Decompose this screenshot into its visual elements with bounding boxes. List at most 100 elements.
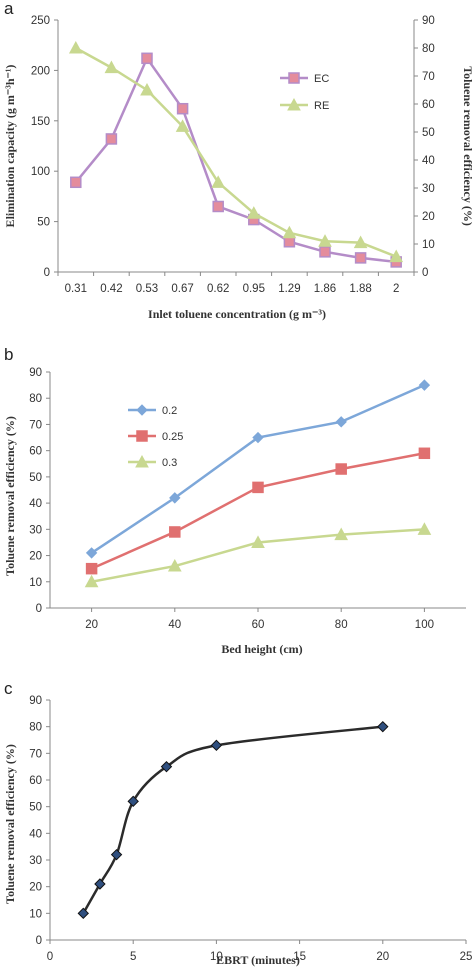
x-tick-label-b: 100: [415, 619, 434, 631]
x-tick-label-a: 2: [393, 283, 399, 295]
legend-marker-ec: [288, 72, 300, 84]
x-tick-label-c: 10: [210, 951, 223, 963]
data-point-ec: [141, 52, 153, 65]
data-point-ebrt: [94, 878, 106, 890]
series-line-0-25: [91, 452, 425, 570]
y2-tick-label-a: 70: [422, 71, 435, 83]
data-point-re: [175, 119, 190, 132]
data-point-re: [318, 234, 332, 247]
plot-area-c: 0 10 20 30 40 50 60 70 80 90 0 5 10 15 20 25: [29, 695, 472, 963]
y-tick-label-c: 0: [36, 935, 42, 947]
data-point-re: [389, 249, 404, 263]
data-point-ebrt: [210, 739, 223, 752]
y2-axis-title-a: Toluene removal efficiency (%): [461, 66, 474, 226]
data-point-0-25: [169, 526, 181, 538]
y-tick-label-a: 150: [31, 116, 50, 128]
y-tick-label-c: 30: [29, 855, 42, 867]
x-tick-label-c: 20: [376, 951, 389, 963]
y-tick-label-c: 20: [29, 882, 42, 894]
chart-marks-a: EC RE: [68, 40, 404, 268]
chart-marks-b: 0.2 0.25 0.3: [84, 379, 432, 588]
y-tick-label-b: 20: [29, 551, 42, 563]
x-tick-label-a: 0.53: [136, 283, 158, 295]
data-point-0-2: [252, 431, 264, 444]
x-tick-label-b: 80: [335, 619, 348, 631]
y2-tick-label-a: 20: [422, 211, 435, 223]
y-tick-label-b: 80: [29, 393, 42, 405]
y2-tick-label-a: 40: [422, 155, 435, 167]
chart-panel-b: b 0 10 20 30 40 50 60 70 80 90 20 40 60 80 100 0.2 0.25…: [3, 345, 466, 656]
y-tick-label-c: 50: [29, 802, 42, 814]
data-point-0-25: [252, 481, 264, 494]
y-tick-label-b: 90: [29, 367, 42, 379]
data-point-ec: [105, 133, 118, 145]
y-tick-label-c: 10: [29, 908, 42, 920]
data-point-0-3: [417, 522, 432, 535]
data-point-0-25: [85, 562, 98, 575]
data-point-0-25: [335, 463, 347, 475]
plot-area-b: 0 10 20 30 40 50 60 70 80 90 20 40 60 80 100: [29, 367, 466, 631]
legend-label-0-25: 0.25: [162, 431, 183, 443]
x-axis-title-b: Bed height (cm): [221, 642, 302, 656]
data-point-ec: [212, 200, 224, 213]
data-point-0-3: [167, 559, 182, 572]
y2-tick-label-a: 90: [422, 15, 435, 27]
y-tick-label-b: 50: [29, 472, 42, 484]
data-point-ec: [319, 246, 331, 258]
legend-label-re: RE: [314, 100, 329, 112]
data-point-0-2: [85, 547, 98, 559]
x-tick-label-a: 1.86: [314, 283, 336, 295]
x-tick-label-a: 1.29: [278, 283, 300, 295]
y2-tick-label-a: 30: [422, 183, 435, 195]
x-tick-label-b: 20: [85, 619, 98, 631]
y-tick-label-b: 10: [29, 577, 42, 589]
data-point-re: [68, 40, 83, 54]
legend-label-0-3: 0.3: [162, 457, 177, 469]
x-tick-label-c: 15: [293, 951, 306, 963]
x-tick-label-a: 0.95: [243, 283, 265, 295]
legend-label-ec: EC: [314, 73, 329, 85]
data-point-ebrt: [77, 907, 89, 920]
panel-label-c: c: [4, 679, 13, 698]
y-tick-label-c: 40: [29, 828, 42, 840]
data-point-ebrt: [127, 795, 139, 808]
x-tick-label-a: 0.62: [207, 283, 229, 295]
data-point-ec: [176, 102, 189, 115]
x-tick-label-a: 0.31: [65, 283, 87, 295]
data-point-re: [140, 82, 154, 96]
y-tick-label-a: 250: [31, 15, 50, 27]
data-point-re: [246, 206, 261, 219]
y2-tick-label-a: 50: [422, 127, 435, 139]
data-point-re: [104, 60, 119, 74]
y-tick-label-a: 0: [44, 267, 50, 279]
y-tick-label-a: 50: [37, 217, 50, 229]
data-point-0-3: [251, 535, 265, 548]
x-tick-label-b: 40: [168, 619, 181, 631]
legend-marker-0-3: [135, 454, 149, 468]
data-point-ebrt: [110, 848, 123, 861]
y-tick-label-a: 200: [31, 65, 50, 77]
legend-marker-0-25: [136, 430, 148, 442]
data-point-ec: [70, 176, 82, 189]
panel-label-b: b: [4, 345, 13, 364]
legend-label-0-2: 0.2: [162, 405, 177, 417]
x-tick-label-a: 0.67: [171, 283, 193, 295]
data-point-0-2: [418, 379, 431, 391]
data-point-re: [211, 175, 226, 188]
data-point-re: [353, 235, 368, 249]
y-tick-label-b: 40: [29, 498, 42, 510]
series-line-ebrt: [82, 725, 383, 914]
x-tick-label-c: 25: [460, 951, 473, 963]
data-point-ec: [354, 252, 367, 264]
y2-tick-label-a: 10: [422, 239, 435, 251]
y-tick-label-c: 60: [29, 775, 42, 787]
y-tick-label-b: 30: [29, 524, 42, 536]
series-line-re: [75, 46, 397, 258]
chart-marks-c: [77, 720, 389, 920]
y-tick-label-c: 70: [29, 748, 42, 760]
chart-panel-c: c 0 10 20 30 40 50 60 70 80 90 0 5 10 15 20 25 EBRT (mi…: [3, 679, 472, 967]
x-tick-label-b: 60: [252, 619, 265, 631]
legend-marker-re: [287, 97, 301, 111]
y2-tick-label-a: 0: [422, 267, 428, 279]
y2-tick-label-a: 60: [422, 99, 435, 111]
